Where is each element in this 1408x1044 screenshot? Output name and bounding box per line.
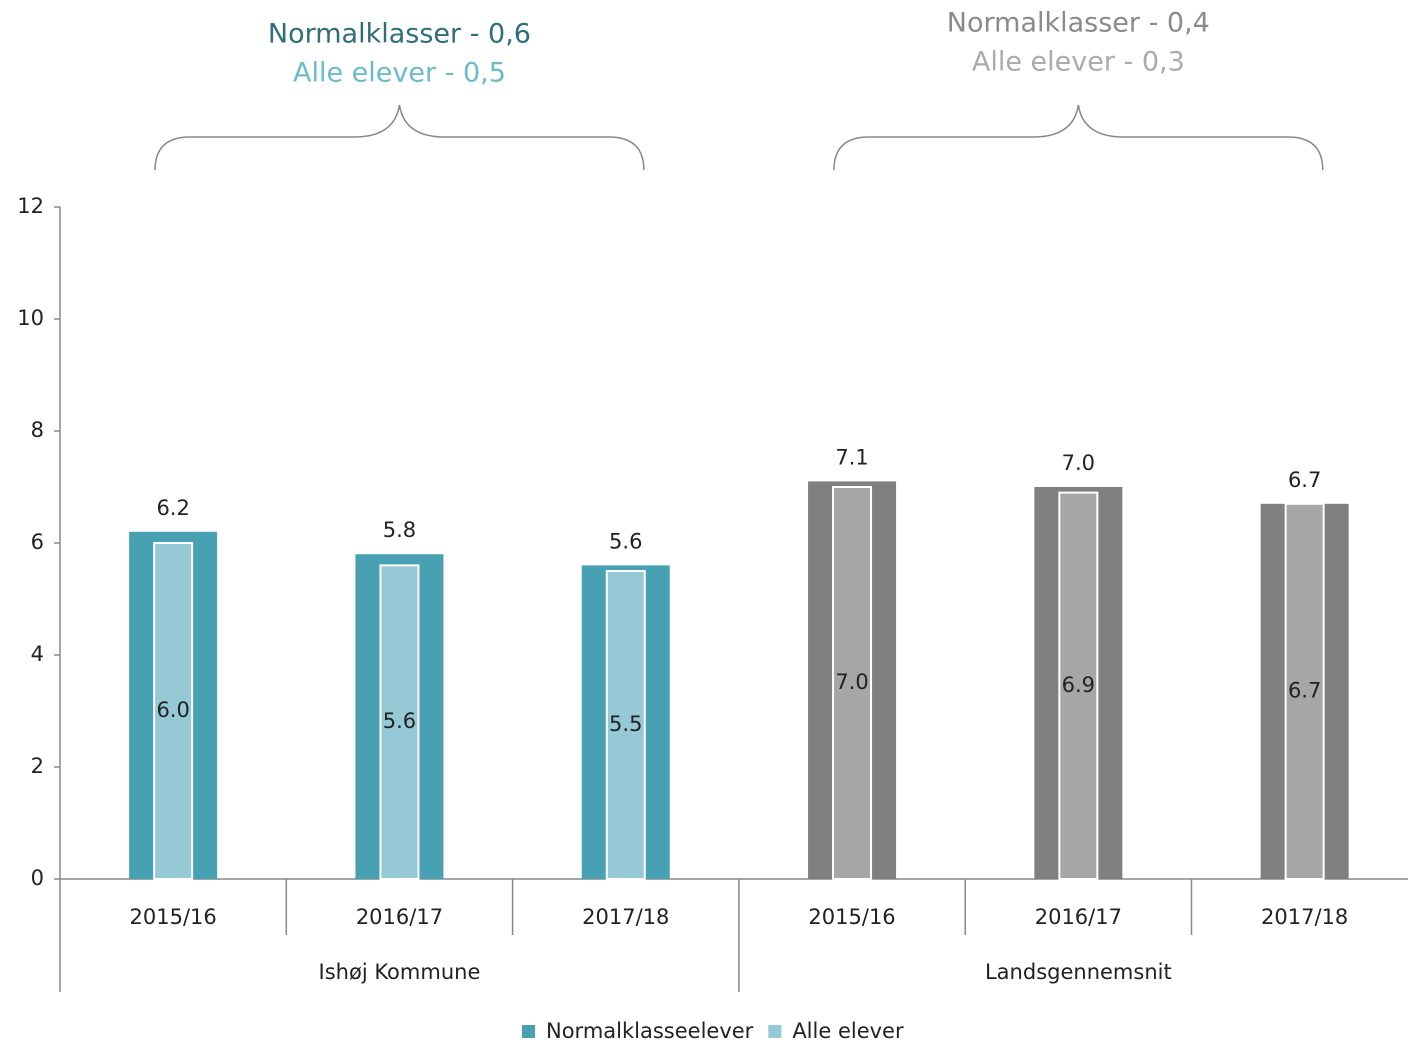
value-label: 7.1: [835, 445, 868, 469]
value-label: 6.9: [1062, 673, 1095, 697]
y-tick-label: 12: [17, 194, 44, 218]
y-tick-label: 6: [31, 530, 44, 554]
value-label: 6.7: [1288, 678, 1321, 702]
bar: [1284, 502, 1325, 880]
y-tick-label: 0: [31, 866, 44, 890]
y-tick-label: 8: [31, 418, 44, 442]
group-label: Landsgennemsnit: [985, 960, 1172, 984]
x-tick-label: 2017/18: [1261, 905, 1348, 929]
annotation: Normalklasser - 0,4: [947, 8, 1210, 39]
value-label: 6.0: [156, 698, 189, 722]
brace: [154, 104, 645, 171]
x-tick-label: 2015/16: [130, 905, 217, 929]
value-label: 5.8: [383, 518, 416, 542]
x-tick-label: 2016/17: [1035, 905, 1122, 929]
x-tick-label: 2015/16: [808, 905, 895, 929]
annotation: Alle elever - 0,5: [293, 58, 506, 89]
brace: [833, 104, 1324, 171]
legend-label: Normalklasseelever: [546, 1019, 754, 1043]
value-label: 6.7: [1288, 468, 1321, 492]
value-label: 5.6: [383, 709, 416, 733]
annotation: Alle elever - 0,3: [972, 47, 1185, 78]
value-label: 7.0: [835, 670, 868, 694]
bar: [1058, 491, 1099, 880]
value-label: 6.2: [156, 496, 189, 520]
value-label: 5.5: [609, 712, 642, 736]
group-label: Ishøj Kommune: [319, 960, 481, 984]
legend-label: Alle elever: [792, 1019, 904, 1043]
bar: [605, 570, 646, 880]
value-label: 5.6: [609, 529, 642, 553]
bar: [153, 542, 194, 880]
y-tick-label: 10: [17, 306, 44, 330]
value-label: 7.0: [1062, 451, 1095, 475]
legend-swatch: [522, 1025, 535, 1038]
bar: [379, 564, 420, 881]
bar: [832, 486, 873, 880]
y-tick-label: 4: [31, 642, 44, 666]
annotation: Normalklasser - 0,6: [268, 19, 531, 50]
y-tick-label: 2: [31, 754, 44, 778]
x-tick-label: 2016/17: [356, 905, 443, 929]
x-tick-label: 2017/18: [582, 905, 669, 929]
legend-swatch: [768, 1025, 782, 1038]
